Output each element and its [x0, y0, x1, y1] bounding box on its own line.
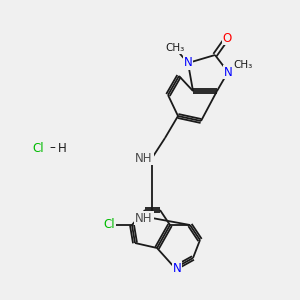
Text: CH₃: CH₃	[165, 43, 184, 53]
Text: Cl: Cl	[103, 218, 115, 232]
Text: N: N	[224, 65, 232, 79]
Text: –: –	[49, 142, 55, 154]
Text: O: O	[222, 32, 232, 44]
Text: Cl: Cl	[32, 142, 44, 154]
Text: CH₃: CH₃	[233, 60, 253, 70]
Text: NH: NH	[135, 212, 153, 224]
Text: N: N	[172, 262, 182, 275]
Text: H: H	[58, 142, 66, 154]
Text: N: N	[184, 56, 192, 70]
Text: NH: NH	[135, 152, 153, 164]
